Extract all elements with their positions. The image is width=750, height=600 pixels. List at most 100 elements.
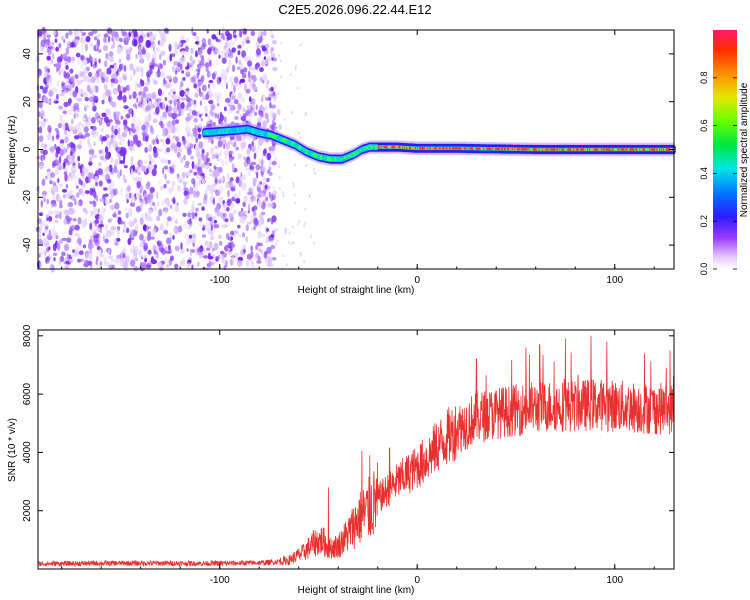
noise-point xyxy=(180,102,185,109)
noise-point xyxy=(191,109,197,116)
noise-point xyxy=(185,140,191,148)
noise-point xyxy=(173,228,178,234)
noise-point xyxy=(133,39,138,47)
noise-point xyxy=(58,42,62,49)
noise-point xyxy=(271,263,274,268)
noise-point xyxy=(179,176,185,183)
noise-point xyxy=(46,34,51,38)
noise-point xyxy=(228,76,233,82)
noise-point xyxy=(278,187,281,191)
noise-point xyxy=(95,181,98,187)
noise-point xyxy=(278,54,281,58)
noise-point xyxy=(214,169,220,177)
noise-point xyxy=(153,250,157,255)
noise-point xyxy=(60,68,65,73)
noise-point xyxy=(183,182,186,189)
spectrogram-y-ticks: -40 -20 0 20 40 xyxy=(22,48,674,252)
noise-point xyxy=(232,209,238,215)
noise-point xyxy=(143,86,149,92)
noise-point xyxy=(164,159,169,165)
noise-point xyxy=(180,156,184,164)
y-tick-label: 4000 xyxy=(22,441,33,464)
y-tick-label: 6000 xyxy=(22,383,33,406)
noise-point xyxy=(288,231,291,235)
noise-point xyxy=(85,35,91,43)
x-tick-label: -100 xyxy=(210,575,230,586)
noise-point xyxy=(53,185,57,193)
noise-point xyxy=(173,226,179,234)
noise-point xyxy=(103,261,110,266)
noise-point xyxy=(119,37,123,43)
noise-point xyxy=(196,193,199,199)
noise-point xyxy=(74,74,79,79)
snr-panel: -100 0 100 2000 4000 6000 8000 Height of stra… xyxy=(7,324,675,596)
noise-point xyxy=(179,63,183,70)
noise-point xyxy=(256,260,262,264)
noise-point xyxy=(226,207,230,212)
noise-point xyxy=(274,129,277,133)
noise-point xyxy=(252,177,257,184)
noise-point xyxy=(139,142,143,147)
noise-point xyxy=(291,225,294,229)
noise-point xyxy=(114,202,120,210)
noise-point xyxy=(89,77,92,84)
noise-point xyxy=(161,248,167,255)
noise-point xyxy=(145,166,147,174)
noise-point xyxy=(157,88,162,96)
noise-point xyxy=(231,256,235,265)
noise-point xyxy=(245,88,251,94)
noise-point xyxy=(104,60,108,68)
noise-point xyxy=(303,259,306,264)
noise-point xyxy=(80,44,84,52)
noise-point xyxy=(68,109,73,115)
noise-point xyxy=(166,104,169,113)
noise-point xyxy=(84,190,90,195)
noise-point xyxy=(170,138,174,143)
noise-point xyxy=(106,27,113,35)
noise-point xyxy=(148,168,151,174)
noise-point xyxy=(266,169,271,174)
noise-point xyxy=(223,116,227,123)
noise-point xyxy=(182,212,187,217)
noise-point xyxy=(182,77,186,81)
noise-point xyxy=(219,176,225,182)
spectrogram-noise-points xyxy=(35,26,316,273)
noise-point xyxy=(46,255,50,262)
noise-point xyxy=(241,232,246,238)
noise-point xyxy=(59,212,62,220)
noise-point xyxy=(236,66,241,70)
noise-point xyxy=(130,202,136,207)
noise-point xyxy=(271,230,276,235)
noise-point xyxy=(132,91,137,99)
noise-point xyxy=(82,182,86,188)
noise-point xyxy=(127,255,130,261)
noise-point xyxy=(259,67,264,73)
noise-point xyxy=(198,253,201,260)
noise-point xyxy=(50,172,56,179)
noise-point xyxy=(41,220,46,227)
noise-point xyxy=(201,58,204,67)
noise-point xyxy=(185,120,191,124)
noise-point xyxy=(227,242,232,249)
noise-point xyxy=(124,128,129,134)
noise-point xyxy=(52,87,58,93)
noise-point xyxy=(227,247,231,252)
noise-point xyxy=(67,201,74,208)
noise-point xyxy=(248,118,251,124)
noise-point xyxy=(221,57,227,64)
noise-point xyxy=(202,227,205,231)
noise-point xyxy=(108,119,113,123)
noise-point xyxy=(121,247,125,254)
noise-point xyxy=(83,259,90,268)
noise-point xyxy=(156,261,163,269)
noise-point xyxy=(95,42,98,51)
noise-point xyxy=(258,189,263,194)
noise-point xyxy=(128,83,131,91)
noise-point xyxy=(169,53,172,62)
noise-point xyxy=(59,203,63,209)
noise-point xyxy=(197,247,203,253)
noise-point xyxy=(37,247,43,251)
noise-point xyxy=(64,173,68,182)
spectrogram-x-ticks: -100 0 100 xyxy=(61,30,655,286)
noise-point xyxy=(168,187,173,194)
